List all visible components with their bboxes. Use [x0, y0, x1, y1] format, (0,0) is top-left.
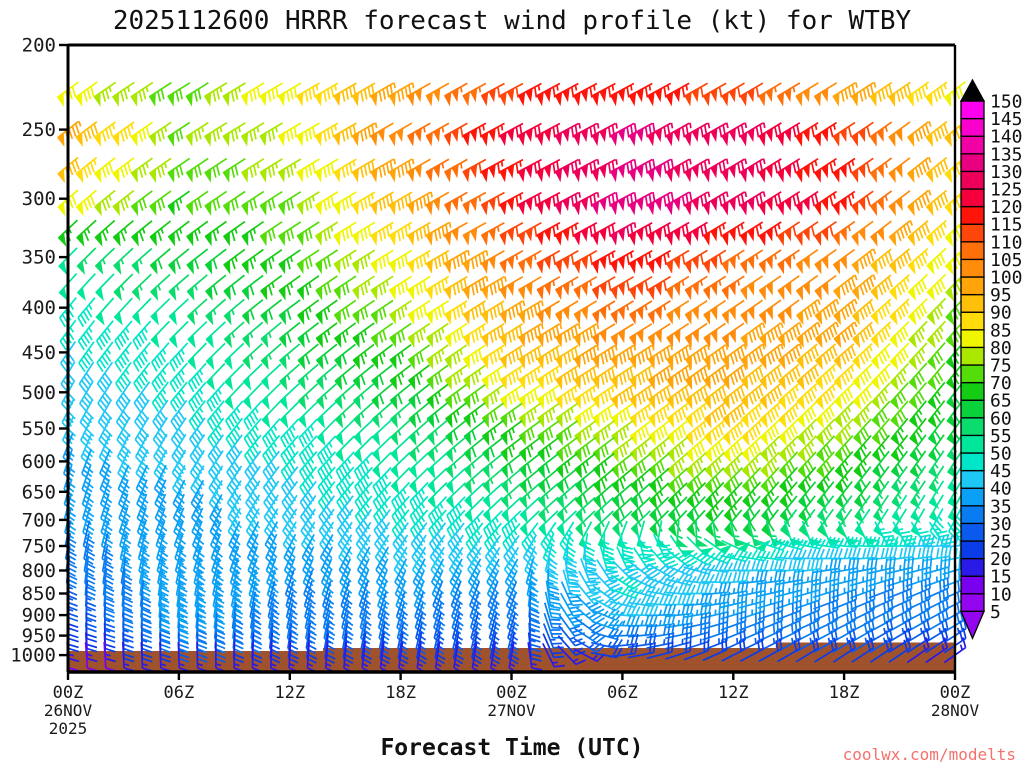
svg-text:00Z: 00Z: [940, 683, 971, 703]
axes: 200 250 300 350 400 450 500 550 600 650 700 7508008…: [10, 35, 979, 739]
svg-text:55: 55: [990, 426, 1012, 447]
svg-text:40: 40: [990, 479, 1012, 500]
svg-text:145: 145: [990, 109, 1023, 130]
svg-text:200: 200: [22, 35, 56, 57]
svg-text:18Z: 18Z: [385, 683, 416, 703]
svg-text:85: 85: [990, 320, 1012, 341]
svg-text:75: 75: [990, 356, 1012, 377]
svg-text:27NOV: 27NOV: [487, 701, 536, 720]
svg-text:18Z: 18Z: [829, 683, 860, 703]
svg-text:30: 30: [990, 514, 1012, 535]
svg-text:700: 700: [22, 509, 56, 531]
svg-text:26NOV: 26NOV: [44, 701, 93, 720]
svg-text:2025: 2025: [49, 719, 88, 738]
watermark-text: coolwx.com/modelts: [842, 745, 1016, 764]
svg-text:800: 800: [22, 560, 56, 582]
svg-text:12Z: 12Z: [718, 683, 749, 703]
svg-text:1000: 1000: [10, 645, 56, 667]
svg-text:900: 900: [22, 605, 56, 627]
svg-text:00Z: 00Z: [53, 683, 84, 703]
svg-text:400: 400: [22, 297, 56, 319]
svg-text:140: 140: [990, 127, 1023, 148]
svg-text:150: 150: [990, 92, 1023, 113]
svg-text:10: 10: [990, 584, 1012, 605]
svg-text:100: 100: [990, 268, 1023, 289]
svg-text:600: 600: [22, 451, 56, 473]
svg-text:45: 45: [990, 461, 1012, 482]
x-axis-title: Forecast Time (UTC): [380, 735, 644, 761]
svg-text:125: 125: [990, 180, 1023, 201]
svg-text:650: 650: [22, 481, 56, 503]
svg-text:750: 750: [22, 536, 56, 558]
svg-text:120: 120: [990, 197, 1023, 218]
svg-text:130: 130: [990, 162, 1023, 183]
svg-text:65: 65: [990, 391, 1012, 412]
svg-text:70: 70: [990, 373, 1012, 394]
colorbar-legend: 5101520253035404550556065707580859095100…: [959, 78, 1023, 641]
svg-text:25: 25: [990, 532, 1012, 553]
svg-text:350: 350: [22, 247, 56, 269]
svg-text:35: 35: [990, 496, 1012, 517]
svg-text:110: 110: [990, 232, 1023, 253]
svg-text:450: 450: [22, 342, 56, 364]
svg-text:50: 50: [990, 444, 1012, 465]
svg-text:550: 550: [22, 418, 56, 440]
svg-text:06Z: 06Z: [607, 683, 638, 703]
svg-text:15: 15: [990, 567, 1012, 588]
wind-barbs: [56, 81, 973, 674]
svg-text:105: 105: [990, 250, 1023, 271]
svg-text:500: 500: [22, 382, 56, 404]
svg-text:20: 20: [990, 549, 1012, 570]
svg-text:00Z: 00Z: [496, 683, 527, 703]
svg-text:250: 250: [22, 119, 56, 141]
svg-text:60: 60: [990, 408, 1012, 429]
svg-text:850: 850: [22, 583, 56, 605]
svg-text:90: 90: [990, 303, 1012, 324]
svg-text:95: 95: [990, 285, 1012, 306]
svg-text:80: 80: [990, 338, 1012, 359]
svg-text:950: 950: [22, 625, 56, 647]
svg-text:28NOV: 28NOV: [931, 701, 980, 720]
svg-text:115: 115: [990, 215, 1023, 236]
svg-text:5: 5: [990, 602, 1001, 623]
chart-title: 2025112600 HRRR forecast wind profile (k…: [112, 6, 912, 36]
svg-text:300: 300: [22, 188, 56, 210]
svg-text:12Z: 12Z: [274, 683, 305, 703]
svg-text:06Z: 06Z: [164, 683, 195, 703]
svg-text:135: 135: [990, 144, 1023, 165]
